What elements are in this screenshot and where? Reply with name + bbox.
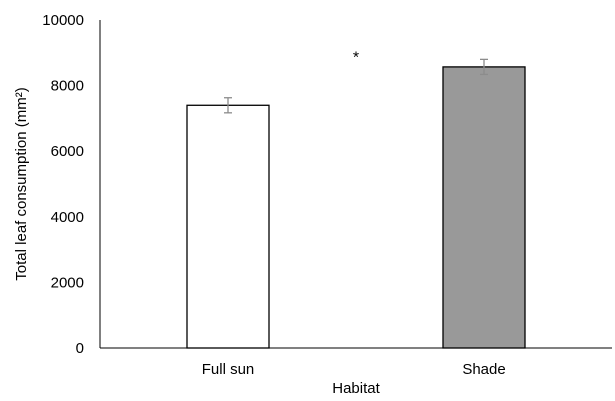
x-tick-labels: Full sun Shade: [202, 361, 506, 378]
y-tick-labels: 0 2000 4000 6000 8000 10000: [42, 12, 84, 357]
y-tick-label: 8000: [51, 78, 84, 95]
significance-marker: *: [353, 50, 359, 67]
y-tick-label: 2000: [51, 274, 84, 291]
x-axis-title: Habitat: [332, 380, 380, 397]
y-tick-label: 6000: [51, 143, 84, 160]
x-tick-label: Full sun: [202, 361, 255, 378]
error-bar: [480, 58, 488, 76]
y-axis-title: Total leaf consumption (mm²): [13, 87, 30, 280]
error-bar: [224, 97, 232, 114]
x-tick-label: Shade: [462, 361, 505, 378]
bars: [186, 58, 526, 349]
y-tick-label: 0: [76, 340, 84, 357]
y-tick-label: 4000: [51, 209, 84, 226]
y-tick-label: 10000: [42, 12, 84, 29]
bar: [186, 104, 270, 349]
bar: [442, 66, 526, 349]
